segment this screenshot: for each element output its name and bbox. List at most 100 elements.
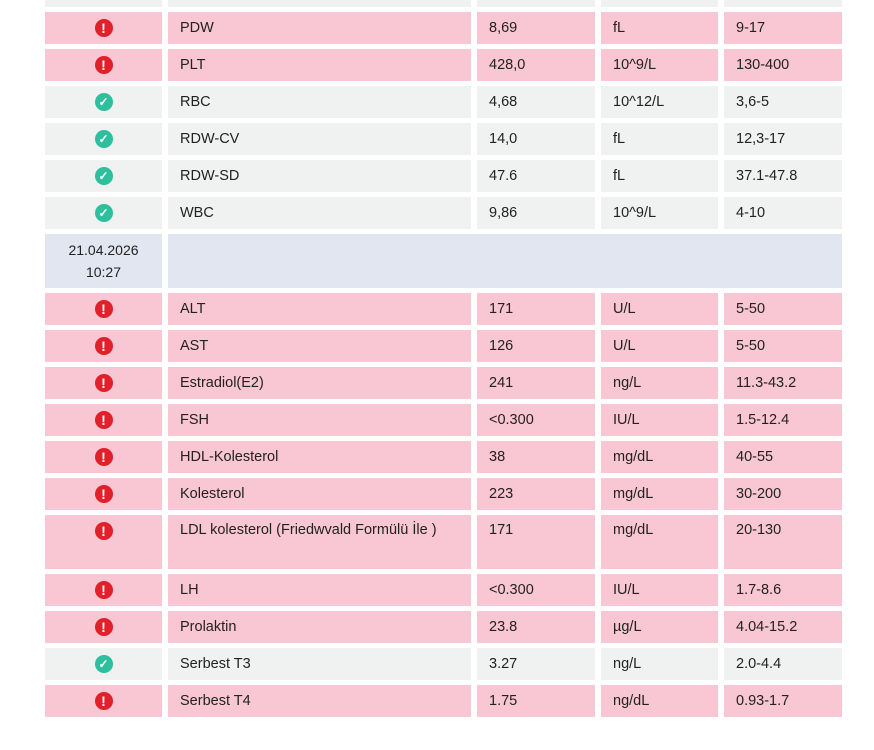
reference-range: [724, 0, 842, 7]
status-cell: ✓: [45, 86, 162, 118]
table-row[interactable]: ✓ WBC 9,86 10^9/L 4-10: [45, 197, 842, 229]
reference-range: 30-200: [724, 478, 842, 510]
test-unit: IU/L: [601, 574, 718, 606]
status-cell: !: [45, 611, 162, 643]
test-value: 3.27: [477, 648, 595, 680]
date-group-header: 21.04.2026 10:27: [45, 234, 842, 288]
status-cell: !: [45, 12, 162, 44]
test-unit: 10^9/L: [601, 49, 718, 81]
table-row[interactable]: ! Kolesterol 223 mg/dL 30-200: [45, 478, 842, 510]
status-cell: !: [45, 330, 162, 362]
reference-range: 12,3-17: [724, 123, 842, 155]
test-unit: fL: [601, 123, 718, 155]
status-cell: ✓: [45, 648, 162, 680]
test-value: 223: [477, 478, 595, 510]
status-cell: [45, 0, 162, 7]
table-row[interactable]: ✓ RBC 4,68 10^12/L 3,6-5: [45, 86, 842, 118]
test-value: 171: [477, 293, 595, 325]
test-unit: U/L: [601, 293, 718, 325]
table-row[interactable]: ! LH <0.300 IU/L 1.7-8.6: [45, 574, 842, 606]
test-name: LDL kolesterol (Friedwvald Formülü İle ): [168, 515, 471, 569]
test-name: Estradiol(E2): [168, 367, 471, 399]
table-row[interactable]: ! PDW 8,69 fL 9-17: [45, 12, 842, 44]
table-row[interactable]: ! ALT 171 U/L 5-50: [45, 293, 842, 325]
date-row-fill: [168, 234, 842, 288]
status-cell: !: [45, 441, 162, 473]
test-name: RBC: [168, 86, 471, 118]
test-name: [168, 0, 471, 7]
test-name: Prolaktin: [168, 611, 471, 643]
test-unit: fL: [601, 12, 718, 44]
reference-range: 9-17: [724, 12, 842, 44]
reference-range: 1.5-12.4: [724, 404, 842, 436]
result-time: 10:27: [85, 264, 122, 280]
status-cell: !: [45, 404, 162, 436]
test-value: 23.8: [477, 611, 595, 643]
test-value: 4,68: [477, 86, 595, 118]
alert-circle-icon: !: [94, 485, 113, 503]
table-row[interactable]: ! PLT 428,0 10^9/L 130-400: [45, 49, 842, 81]
table-row[interactable]: ! Serbest T4 1.75 ng/dL 0.93-1.7: [45, 685, 842, 717]
test-name: AST: [168, 330, 471, 362]
test-unit: IU/L: [601, 404, 718, 436]
test-unit: 10^9/L: [601, 197, 718, 229]
reference-range: 4.04-15.2: [724, 611, 842, 643]
test-name: LH: [168, 574, 471, 606]
test-unit: U/L: [601, 330, 718, 362]
reference-range: 3,6-5: [724, 86, 842, 118]
test-unit: mg/dL: [601, 515, 718, 569]
test-unit: µg/L: [601, 611, 718, 643]
reference-range: 40-55: [724, 441, 842, 473]
table-row[interactable]: ✓ RDW-SD 47.6 fL 37.1-47.8: [45, 160, 842, 192]
status-cell: !: [45, 685, 162, 717]
status-cell: !: [45, 367, 162, 399]
alert-circle-icon: !: [94, 618, 113, 636]
test-name: Kolesterol: [168, 478, 471, 510]
test-unit: ng/dL: [601, 685, 718, 717]
test-value: 171: [477, 515, 595, 569]
lab-results-table: ! PDW 8,69 fL 9-17! PLT 428,0 10^9/L 130-400 ✓ RBC…: [39, 0, 848, 722]
test-name: Serbest T4: [168, 685, 471, 717]
test-value: 126: [477, 330, 595, 362]
test-name: ALT: [168, 293, 471, 325]
test-value: 241: [477, 367, 595, 399]
test-unit: 10^12/L: [601, 86, 718, 118]
date-cell: 21.04.2026 10:27: [45, 234, 162, 288]
alert-circle-icon: !: [94, 300, 113, 318]
check-circle-icon: ✓: [94, 167, 113, 185]
table-row[interactable]: ! Prolaktin 23.8 µg/L 4.04-15.2: [45, 611, 842, 643]
check-circle-icon: ✓: [94, 655, 113, 673]
reference-range: 5-50: [724, 330, 842, 362]
status-cell: !: [45, 49, 162, 81]
test-value: 8,69: [477, 12, 595, 44]
test-unit: ng/L: [601, 648, 718, 680]
table-row[interactable]: ! AST 126 U/L 5-50: [45, 330, 842, 362]
alert-circle-icon: !: [94, 448, 113, 466]
table-row[interactable]: [45, 0, 842, 7]
reference-range: 11.3-43.2: [724, 367, 842, 399]
test-value: 1.75: [477, 685, 595, 717]
table-row[interactable]: ! HDL-Kolesterol 38 mg/dL 40-55: [45, 441, 842, 473]
result-date: 21.04.2026: [68, 242, 139, 258]
test-value: 428,0: [477, 49, 595, 81]
test-unit: mg/dL: [601, 478, 718, 510]
test-value: 38: [477, 441, 595, 473]
table-row[interactable]: ! Estradiol(E2) 241 ng/L 11.3-43.2: [45, 367, 842, 399]
check-circle-icon: ✓: [94, 130, 113, 148]
test-name: PLT: [168, 49, 471, 81]
test-name: RDW-SD: [168, 160, 471, 192]
test-unit: fL: [601, 160, 718, 192]
table-row[interactable]: ✓ Serbest T3 3.27 ng/L 2.0-4.4: [45, 648, 842, 680]
alert-circle-icon: !: [94, 581, 113, 599]
test-unit: ng/L: [601, 367, 718, 399]
alert-circle-icon: !: [94, 522, 113, 540]
reference-range: 0.93-1.7: [724, 685, 842, 717]
reference-range: 20-130: [724, 515, 842, 569]
status-cell: ✓: [45, 197, 162, 229]
table-row[interactable]: ✓ RDW-CV 14,0 fL 12,3-17: [45, 123, 842, 155]
table-row[interactable]: ! FSH <0.300 IU/L 1.5-12.4: [45, 404, 842, 436]
reference-range: 4-10: [724, 197, 842, 229]
test-value: <0.300: [477, 574, 595, 606]
table-row[interactable]: ! LDL kolesterol (Friedwvald Formülü İle …: [45, 515, 842, 569]
test-value: 47.6: [477, 160, 595, 192]
